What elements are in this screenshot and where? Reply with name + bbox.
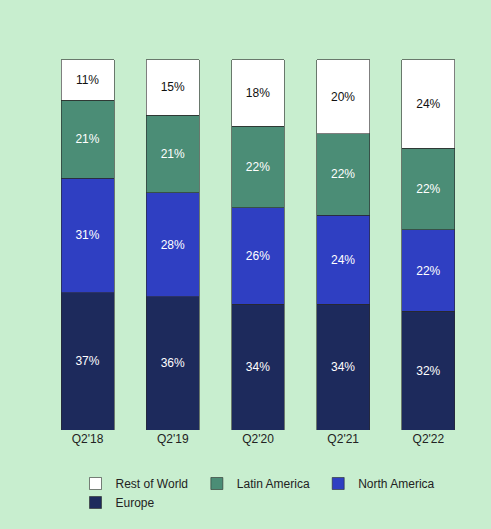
svg-text:34%: 34% — [246, 360, 270, 374]
svg-text:28%: 28% — [161, 238, 185, 252]
svg-text:Latin America: Latin America — [237, 477, 310, 491]
svg-text:20%: 20% — [331, 90, 355, 104]
svg-text:Q2'22: Q2'22 — [413, 432, 445, 446]
svg-text:North America: North America — [358, 477, 434, 491]
svg-text:Q2'21: Q2'21 — [327, 432, 359, 446]
svg-text:31%: 31% — [75, 228, 99, 242]
svg-text:37%: 37% — [75, 354, 99, 368]
svg-text:Q2'19: Q2'19 — [157, 432, 189, 446]
svg-text:22%: 22% — [416, 264, 440, 278]
svg-text:26%: 26% — [246, 249, 270, 263]
svg-text:Q2'18: Q2'18 — [72, 432, 104, 446]
svg-text:21%: 21% — [161, 147, 185, 161]
svg-text:21%: 21% — [75, 132, 99, 146]
svg-text:Europe: Europe — [116, 496, 155, 510]
svg-text:24%: 24% — [416, 97, 440, 111]
svg-text:36%: 36% — [161, 356, 185, 370]
svg-text:22%: 22% — [416, 182, 440, 196]
svg-text:34%: 34% — [331, 360, 355, 374]
svg-text:22%: 22% — [331, 167, 355, 181]
svg-text:32%: 32% — [416, 364, 440, 378]
svg-text:11%: 11% — [76, 73, 99, 87]
svg-text:15%: 15% — [161, 80, 185, 94]
svg-text:22%: 22% — [246, 160, 270, 174]
svg-text:Rest of World: Rest of World — [116, 477, 188, 491]
svg-text:18%: 18% — [246, 86, 270, 100]
svg-text:24%: 24% — [331, 253, 355, 267]
svg-text:Q2'20: Q2'20 — [242, 432, 274, 446]
